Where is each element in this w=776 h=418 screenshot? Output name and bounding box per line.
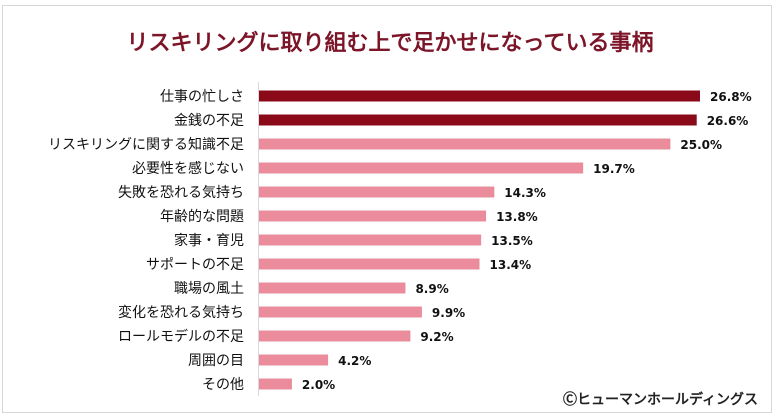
bar [259, 306, 422, 318]
data-label: 13.8% [496, 210, 538, 224]
data-label: 25.0% [680, 138, 722, 152]
data-label: 26.6% [707, 114, 749, 128]
data-label: 2.0% [302, 378, 335, 392]
data-label: 9.9% [432, 306, 465, 320]
bar [259, 162, 584, 174]
chart-frame [2, 5, 772, 413]
bar [259, 378, 292, 390]
category-label: 年齢的な問題 [160, 209, 244, 225]
data-label: 4.2% [338, 354, 371, 368]
bar [259, 234, 482, 246]
data-label: 26.8% [710, 90, 752, 104]
category-label: 必要性を感じない [132, 160, 244, 177]
category-label: 職場の風土 [174, 281, 244, 297]
bar [259, 114, 697, 126]
bar [259, 90, 700, 102]
chart-title: リスキリングに取り組む上で足かせになっている事柄 [127, 30, 654, 56]
bar [259, 282, 406, 294]
category-label: 変化を恐れる気持ち [118, 304, 244, 321]
category-label: 家事・育児 [174, 232, 244, 249]
category-label: 失敗を恐れる気持ち [118, 185, 244, 201]
category-label: サポートの不足 [146, 257, 244, 273]
data-label: 13.5% [491, 234, 533, 248]
bar [259, 258, 480, 270]
category-label: 金銭の不足 [174, 113, 244, 129]
category-label: リスキリングに関する知識不足 [48, 136, 244, 153]
data-label: 14.3% [504, 186, 546, 200]
bar [259, 186, 495, 198]
bar [259, 138, 671, 150]
data-label: 13.4% [490, 258, 532, 272]
bar [259, 210, 487, 222]
data-label: 9.2% [420, 330, 453, 344]
category-label: ロールモデルの不足 [118, 328, 244, 345]
category-label: 仕事の忙しさ [160, 89, 244, 105]
data-label: 8.9% [415, 282, 448, 296]
credit-text: Ⓒヒューマンホールディングス [563, 391, 758, 408]
bar [259, 354, 329, 366]
category-label: 周囲の目 [188, 353, 244, 369]
category-label: その他 [202, 377, 244, 393]
bar [259, 330, 411, 342]
data-label: 19.7% [593, 162, 635, 176]
